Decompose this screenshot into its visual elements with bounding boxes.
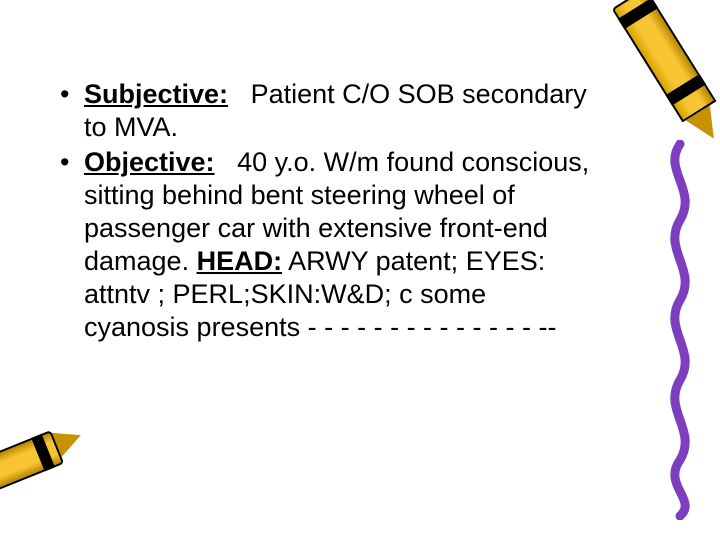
slide: Subjective: Patient C/O SOB secondary to… [0,0,720,540]
crayon-decoration-top [612,0,717,122]
bullet-subjective: Subjective: Patient C/O SOB secondary to… [60,78,590,144]
spacer [215,147,238,177]
squiggle-decoration [652,140,708,520]
bullet-objective: Objective: 40 y.o. W/m found conscious, … [60,146,590,344]
label-head: HEAD: [197,246,283,276]
bullet-list: Subjective: Patient C/O SOB secondary to… [60,78,590,344]
crayon-decoration-bottom [0,430,64,510]
content-area: Subjective: Patient C/O SOB secondary to… [60,78,590,346]
spacer [228,79,251,109]
label-subjective: Subjective: [84,79,228,109]
label-objective: Objective: [84,147,215,177]
